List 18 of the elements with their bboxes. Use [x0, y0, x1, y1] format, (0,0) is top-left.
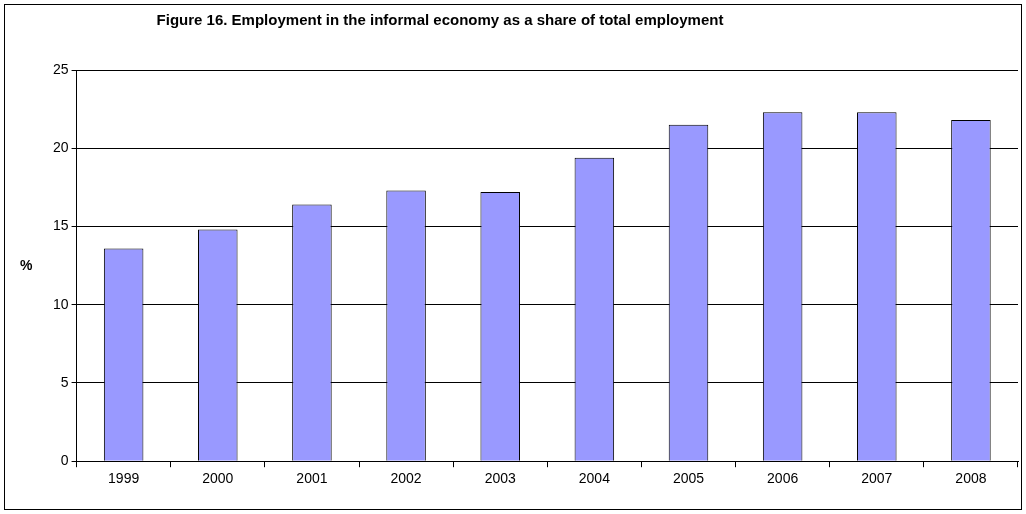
y-tick-label: 10: [52, 295, 69, 312]
x-tick-label: 2001: [296, 470, 328, 487]
chart-title: Figure 16. Employment in the informal economy as a share of total employment: [155, 10, 725, 29]
x-tick-label: 2003: [484, 470, 516, 487]
y-tick-label: 25: [52, 60, 69, 77]
x-tick-label: 1999: [108, 470, 140, 487]
x-tick-label: 2000: [202, 470, 234, 487]
y-tick-label: 15: [52, 217, 69, 234]
x-tick-label: 2008: [955, 470, 987, 487]
x-tick-label: 2005: [672, 470, 705, 487]
y-tick-label: 20: [52, 139, 69, 156]
y-tick-label: 0: [60, 452, 69, 469]
x-tick-label: 2006: [767, 470, 799, 487]
x-tick-label: 2002: [390, 470, 422, 487]
y-tick-label: 5: [60, 373, 69, 390]
y-axis-title: %: [20, 257, 33, 273]
x-tick-label: 2004: [578, 470, 611, 487]
x-tick-label: 2007: [861, 470, 893, 487]
